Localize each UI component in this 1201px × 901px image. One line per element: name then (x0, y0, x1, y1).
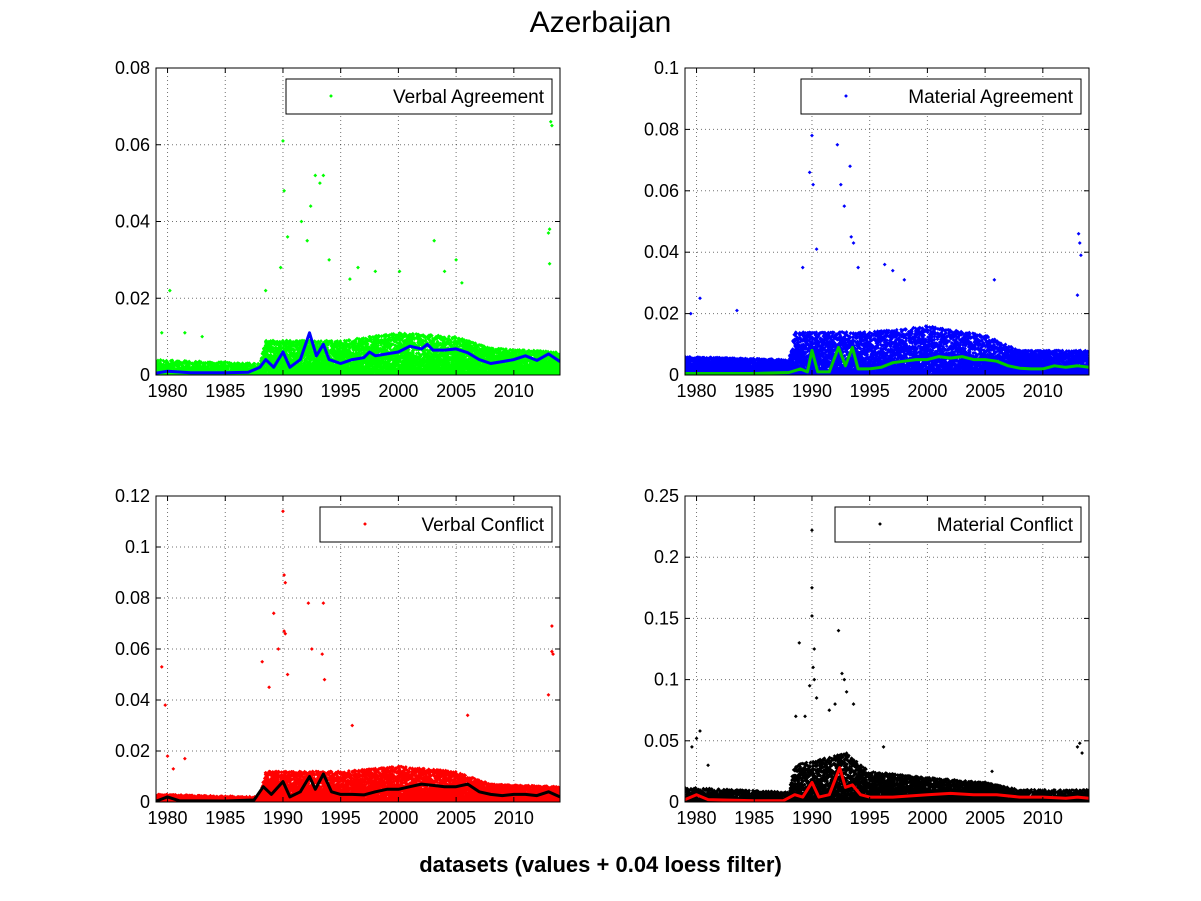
scatter-point (370, 362, 375, 367)
scatter-point (288, 339, 293, 344)
scatter-point (187, 363, 192, 368)
scatter-point (252, 361, 257, 366)
scatter-point (203, 361, 208, 366)
scatter-point (226, 367, 230, 371)
scatter-point (298, 364, 303, 369)
scatter-point (202, 363, 207, 368)
scatter-point (264, 368, 269, 373)
scatter-point (205, 365, 210, 370)
scatter-point (246, 368, 251, 373)
scatter-point (357, 349, 362, 354)
scatter-point (292, 353, 297, 358)
scatter-point (342, 338, 347, 343)
scatter-point (289, 350, 294, 355)
scatter-point (168, 367, 173, 372)
scatter-point (347, 338, 352, 343)
scatter-point (336, 365, 341, 370)
scatter-point (355, 336, 359, 341)
scatter-point (219, 360, 224, 364)
scatter-point (371, 360, 376, 365)
scatter-point (367, 367, 372, 371)
scatter-point (348, 345, 352, 350)
scatter-point (376, 343, 380, 348)
scatter-point (373, 334, 378, 339)
scatter-point (176, 364, 181, 368)
scatter-point (287, 347, 292, 352)
scatter-point (253, 365, 257, 370)
scatter-point (326, 340, 331, 345)
scatter-point (209, 363, 213, 368)
scatter-point (158, 360, 163, 364)
scatter-point (327, 363, 331, 368)
figure-title: Azerbaijan (0, 6, 1201, 40)
scatter-point (292, 351, 297, 356)
scatter-point (172, 365, 177, 369)
scatter-point (218, 361, 223, 366)
scatter-point (338, 339, 343, 343)
scatter-point (293, 344, 298, 349)
scatter-point (351, 351, 356, 356)
scatter-point (177, 359, 182, 364)
scatter-point (349, 365, 354, 370)
scatter-point (277, 352, 282, 356)
scatter-point (312, 354, 317, 359)
scatter-point (208, 365, 213, 370)
scatter-point (348, 342, 353, 347)
scatter-point (274, 346, 279, 351)
scatter-point (376, 339, 381, 344)
scatter-point (158, 358, 163, 362)
scatter-point (267, 344, 272, 349)
scatter-point (322, 356, 327, 360)
scatter-point (337, 368, 342, 373)
scatter-point (360, 364, 365, 368)
scatter-point (363, 348, 367, 353)
scatter-point (365, 342, 370, 346)
scatter-point (319, 339, 323, 343)
scatter-point (193, 359, 198, 364)
scatter-point (370, 348, 375, 353)
scatter-point (369, 339, 374, 344)
scatter-point (225, 364, 230, 369)
scatter-point (215, 366, 220, 371)
scatter-point (281, 345, 286, 350)
scatter-point (291, 346, 296, 351)
chart-panel-1: 1980 1985 1990 1995 2000 2005 201000.020.040.0… (115, 58, 561, 401)
scatter-point (351, 366, 355, 371)
scatter-point (277, 364, 282, 369)
scatter-point (210, 360, 215, 365)
scatter-point (173, 360, 178, 365)
scatter-point (377, 334, 381, 339)
scatter-point (232, 361, 237, 366)
scatter-point (357, 336, 361, 341)
scatter-series (156, 119, 560, 375)
scatter-point (354, 351, 359, 355)
scatter-point (298, 339, 302, 343)
scatter-point (299, 359, 304, 364)
scatter-point (338, 341, 343, 345)
scatter-point (156, 358, 160, 363)
scatter-point (325, 345, 330, 350)
scatter-point (309, 348, 314, 353)
